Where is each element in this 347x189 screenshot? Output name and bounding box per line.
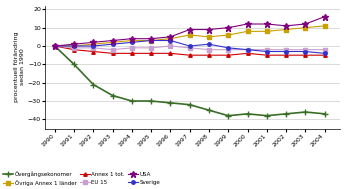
Y-axis label: procentuell förändring
sedan 1990: procentuell förändring sedan 1990 [14, 32, 25, 102]
Legend: Övergångsekonomer, Övriga Annex 1 länder, Annex 1 tot., EU 15, USA, Sverige: Övergångsekonomer, Övriga Annex 1 länder… [3, 171, 161, 186]
